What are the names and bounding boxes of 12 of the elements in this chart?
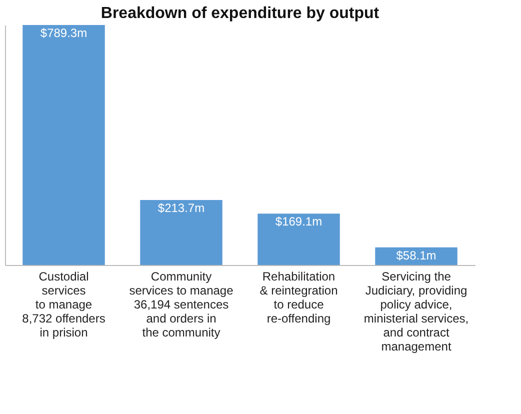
x-tick-label: Custodial services to manage 8,732 offenders in prision <box>22 270 106 340</box>
x-tick-label: Rehabilitation & reintegration to reduce re-offending <box>260 270 338 326</box>
x-tick-label: Community services to manage 36,194 sentences and orders in the community <box>129 270 234 340</box>
data-label: $58.1m <box>396 248 436 262</box>
x-tick-label: Servicing the Judiciary, providing policy advice, ministerial services, and contract management <box>364 270 469 354</box>
data-label: $213.7m <box>158 201 205 216</box>
bar <box>22 25 105 265</box>
bar <box>140 200 222 265</box>
data-label: $789.3m <box>40 26 88 40</box>
data-label: $169.1m <box>275 214 322 229</box>
chart-title: Breakdown of expenditure by output <box>100 5 380 22</box>
bar <box>258 214 340 265</box>
